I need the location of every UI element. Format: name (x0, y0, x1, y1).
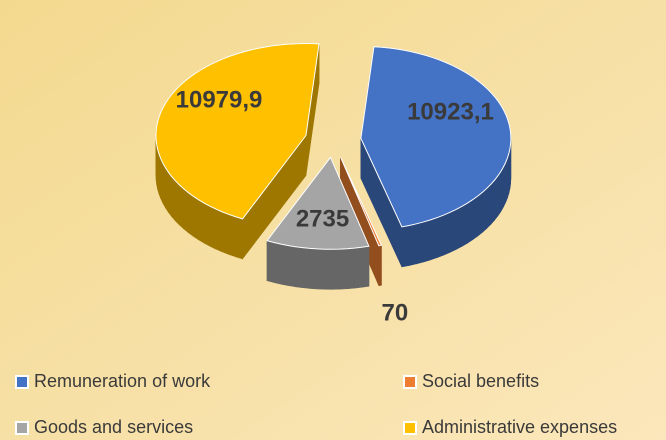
slice-side (443, 211, 451, 256)
legend-swatch (403, 375, 417, 389)
slice-side (497, 170, 502, 217)
data-label: 2735 (296, 206, 349, 233)
slice-side (178, 184, 184, 230)
slice-side (346, 247, 355, 290)
slice-side (203, 202, 211, 247)
slice-side (467, 199, 474, 244)
slice-side (378, 245, 381, 287)
slice-side (494, 174, 499, 221)
data-label: 70 (381, 299, 408, 326)
slice-side (455, 205, 463, 250)
slice-side (416, 221, 424, 265)
slice-side (500, 165, 504, 213)
slice (155, 43, 320, 220)
legend-label: Administrative expenses (422, 417, 617, 437)
data-label: 10979,9 (176, 87, 263, 114)
slice-side (331, 248, 340, 290)
slice-side (309, 248, 318, 290)
legend: Remuneration of work Social benefits Goods… (15, 371, 617, 437)
slice-side (354, 246, 362, 289)
slice-side (228, 213, 236, 258)
slice-side (280, 243, 289, 286)
slice-side (461, 202, 468, 247)
legend-label: Remuneration of work (34, 371, 211, 391)
slice-side (187, 191, 194, 237)
slice-side (401, 225, 410, 268)
slice-side (316, 248, 325, 290)
slice-side (266, 240, 275, 283)
slice-side (192, 195, 199, 241)
slice-side (162, 162, 166, 209)
slice-side (235, 216, 243, 260)
legend-swatch (15, 375, 29, 389)
slice (266, 156, 370, 250)
slice-side (198, 199, 205, 244)
pie: 10923,1 70 2735 10979,9 (155, 43, 512, 326)
slice-side (324, 248, 333, 290)
slice-side (287, 245, 296, 288)
slice-side (408, 223, 417, 266)
legend-label: Goods and services (34, 417, 193, 437)
slice-side (165, 166, 169, 214)
slice-side (273, 242, 282, 285)
slice-side (160, 158, 164, 204)
slice-side (221, 211, 230, 255)
slice-side (430, 217, 438, 261)
slice-side (168, 171, 172, 218)
slice-side (472, 195, 479, 241)
slice-side (486, 183, 492, 230)
slice-side (482, 187, 488, 233)
slice-side (183, 188, 189, 234)
slice-side (361, 245, 370, 288)
slice (339, 156, 383, 247)
slice-side (449, 208, 457, 253)
slice-side (302, 247, 311, 289)
slice-side (215, 208, 223, 253)
slice-side (477, 191, 483, 237)
slice-side (294, 246, 303, 289)
legend-swatch (403, 421, 417, 435)
legend-label: Social benefits (422, 371, 539, 391)
slice-side (339, 248, 348, 290)
legend-swatch (15, 421, 29, 435)
slice-side (503, 162, 506, 208)
slice-side (436, 214, 445, 258)
slice-side (423, 219, 431, 263)
slice-side (490, 179, 495, 226)
slice (360, 46, 512, 228)
slice-side (175, 179, 180, 226)
data-label: 10923,1 (407, 98, 494, 125)
slice-side (171, 175, 176, 222)
slice-side (209, 205, 217, 250)
